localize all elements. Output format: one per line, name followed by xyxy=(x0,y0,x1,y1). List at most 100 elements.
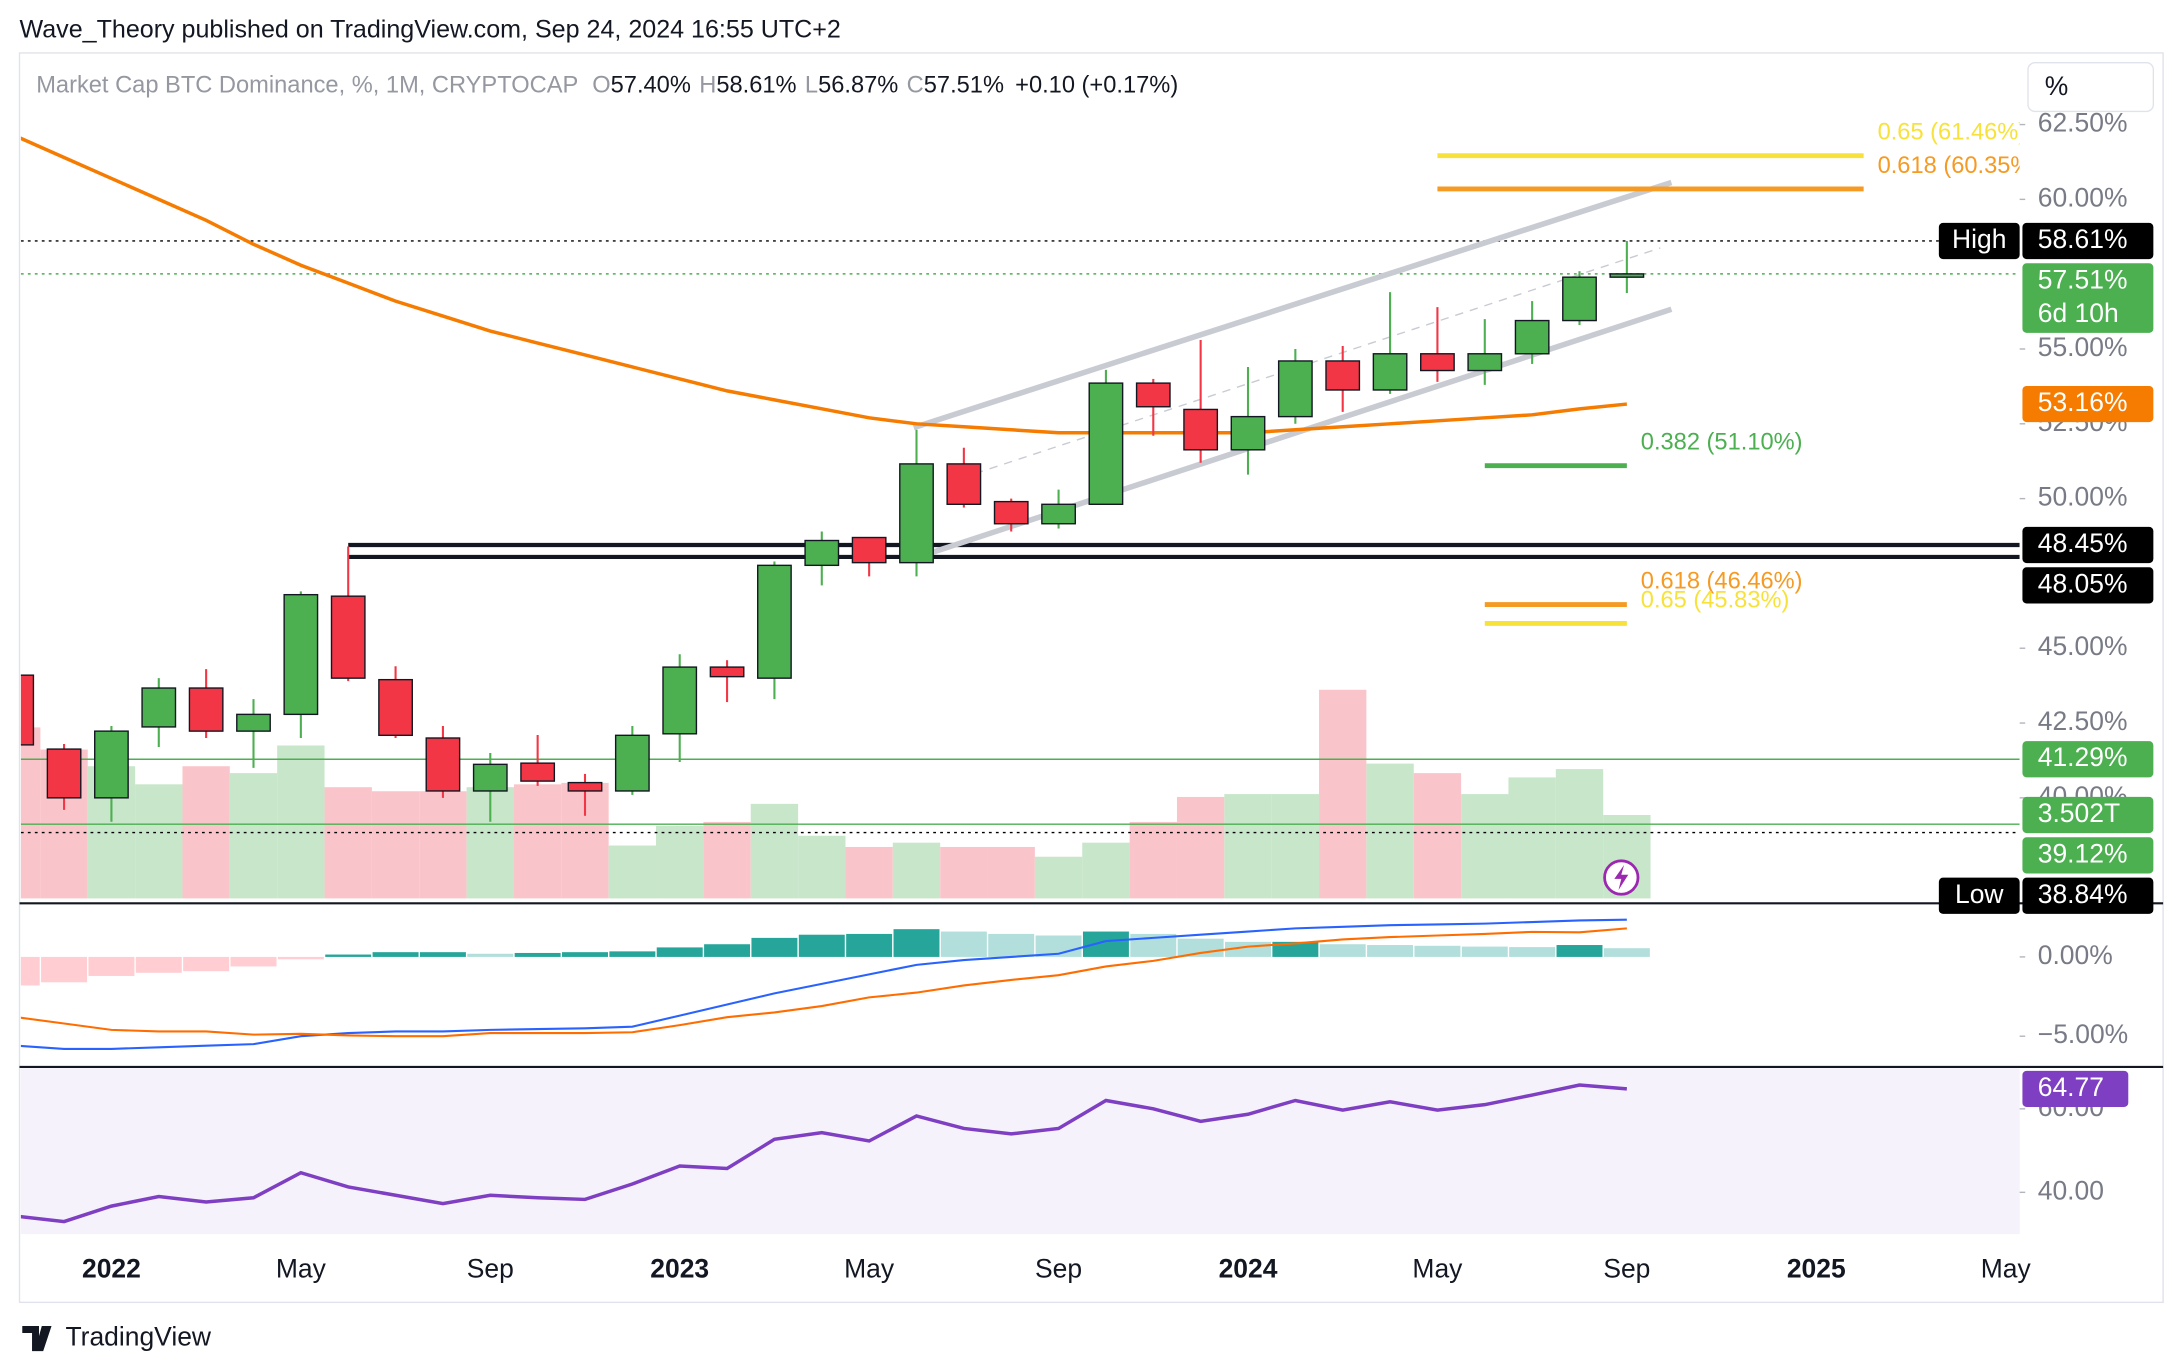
candles xyxy=(20,240,1645,822)
volume-bar xyxy=(20,727,41,899)
legend-key: O xyxy=(592,73,610,99)
volume-bar xyxy=(1224,794,1272,899)
macd-bar xyxy=(704,944,751,957)
volume-bar xyxy=(1461,794,1509,899)
price-label: 39.12% xyxy=(2038,838,2128,868)
y-tick-label: 42.50% xyxy=(2038,706,2128,736)
candle-body xyxy=(1230,415,1266,451)
scale-button[interactable] xyxy=(2027,61,2155,113)
brand: TradingView xyxy=(65,1322,211,1352)
macd-bar xyxy=(1082,931,1129,957)
fibs: 0.65 (61.46%) 0.618 (60.35%) 0.382 (51.10%… xyxy=(1437,120,2040,626)
macd-bar xyxy=(798,934,845,957)
price-tag-box xyxy=(1938,222,2020,260)
macd-bar xyxy=(1603,948,1650,957)
legend-text: Market Cap BTC Dominance, %, 1M, CRYPTOC… xyxy=(36,73,1178,99)
macd-bar xyxy=(1556,945,1603,957)
legend-value: 57.51% xyxy=(924,73,1004,99)
x-tick-label: May xyxy=(1412,1253,1463,1283)
macd-bar xyxy=(1177,938,1224,957)
price-label-box xyxy=(2022,877,2154,914)
macd-bar xyxy=(1509,947,1556,957)
candle-body xyxy=(1514,319,1550,355)
volume-bar xyxy=(1129,821,1177,899)
legend-value: 56.87% xyxy=(818,73,898,99)
candle-body xyxy=(425,737,461,792)
fib-label: 0.65 (61.46%) xyxy=(1878,120,2027,146)
macd-line xyxy=(20,927,1627,1038)
candle-body xyxy=(330,595,366,679)
volume-bar xyxy=(371,791,420,899)
macd-bar xyxy=(372,952,419,957)
scale-button-label: % xyxy=(2045,71,2069,101)
volume-bar xyxy=(1413,773,1462,899)
volume-bar xyxy=(940,846,988,899)
candle-body xyxy=(1088,382,1124,505)
candle-body xyxy=(1277,360,1313,418)
price-tag: Low xyxy=(1955,879,2004,909)
macd-bar xyxy=(277,956,324,960)
price-label-box xyxy=(2022,263,2154,333)
candle-body xyxy=(46,748,82,799)
candle-body xyxy=(757,564,792,679)
macd-bar xyxy=(846,933,893,957)
legend: Market Cap BTC Dominance, %, 1M, CRYPTOC… xyxy=(36,73,1178,99)
price-label-box xyxy=(2022,222,2154,260)
x-tick-label: Sep xyxy=(467,1253,514,1283)
candle-body xyxy=(993,500,1029,525)
volume-bar xyxy=(513,784,562,899)
macd-bar xyxy=(940,931,987,957)
candle-body xyxy=(614,734,650,792)
macd-bar xyxy=(1461,946,1508,957)
y-tick-label: 60.00% xyxy=(2038,182,2128,212)
candle-body xyxy=(1183,408,1219,451)
y-tick-label: 62.50% xyxy=(2038,108,2128,138)
candle-body xyxy=(94,730,129,799)
volume-bar xyxy=(750,803,799,899)
price-label-sub: 6d 10h xyxy=(2038,298,2119,328)
x-tick-label: 2022 xyxy=(82,1253,141,1283)
volume-bar xyxy=(419,791,467,899)
volume-bar xyxy=(608,845,657,899)
price-label: 57.51% xyxy=(2038,264,2128,294)
price-label-box xyxy=(2022,741,2154,778)
candle-body xyxy=(1372,353,1408,391)
y-tick-label: 45.00% xyxy=(2038,631,2128,661)
main-pane: 0.65 (61.46%) 0.618 (60.35%) 0.382 (51.10%… xyxy=(20,120,2040,899)
volume-bar xyxy=(656,826,704,899)
x-tick-label: May xyxy=(276,1253,327,1283)
macd-bar xyxy=(230,956,277,967)
price-label-box xyxy=(2022,385,2154,423)
macd-pane xyxy=(20,918,1650,1050)
volume-bar xyxy=(987,846,1035,899)
volume-bar xyxy=(703,821,751,899)
macd-bar xyxy=(656,947,703,957)
legend-value: 57.40% xyxy=(611,73,691,99)
publisher: Wave_Theory published on TradingView.com… xyxy=(19,15,840,43)
price-label: 3.502T xyxy=(2038,798,2120,828)
candle-body xyxy=(188,687,224,732)
volume-bar xyxy=(1319,689,1367,899)
macd-bar xyxy=(514,952,561,957)
fib-label: 0.618 (60.35%) xyxy=(1878,153,2040,179)
macd-bar xyxy=(988,933,1035,957)
rsi-band xyxy=(20,1068,2020,1235)
price-label-box xyxy=(2022,567,2154,604)
macd-bar xyxy=(1272,941,1319,957)
x-tick-label: May xyxy=(844,1253,895,1283)
candle-body xyxy=(1325,360,1361,391)
macd-bar xyxy=(88,956,135,976)
y-tick-label: −5.00% xyxy=(2038,1019,2128,1049)
candle-body xyxy=(1609,273,1645,278)
x-tick-label: 2025 xyxy=(1787,1253,1846,1283)
ma xyxy=(20,136,1628,435)
fib-label: 0.382 (51.10%) xyxy=(1641,430,1803,456)
volume-bar xyxy=(324,787,372,899)
channel-upper xyxy=(912,179,1673,431)
candle-body xyxy=(472,763,508,792)
macd-bar xyxy=(609,951,656,957)
frame xyxy=(18,52,2164,1304)
candle-body xyxy=(236,713,271,732)
channel-mid xyxy=(974,247,1661,475)
